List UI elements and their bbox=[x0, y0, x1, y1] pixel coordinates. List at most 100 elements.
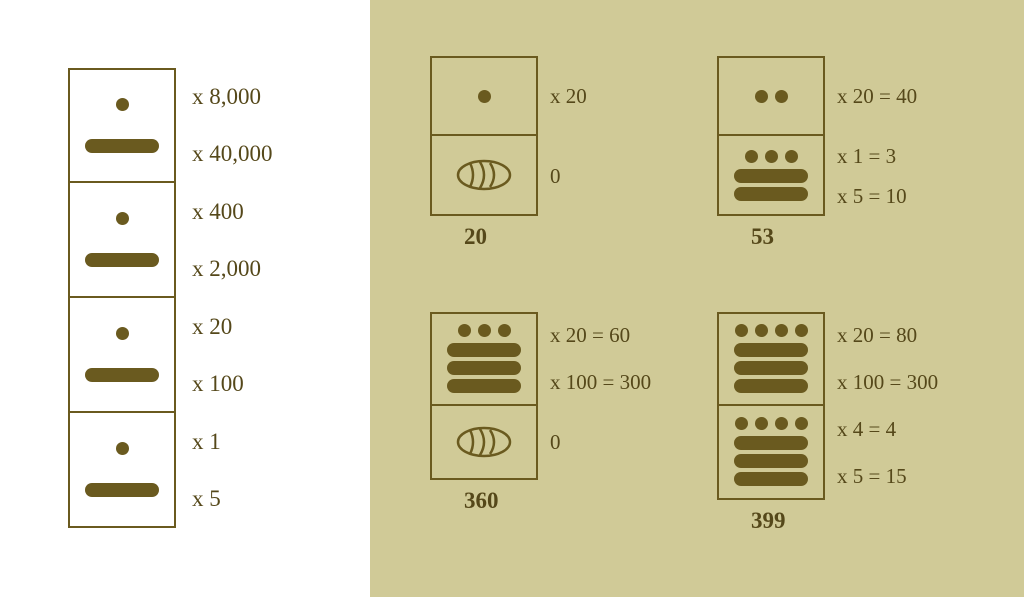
legend-labels: x 1 x 5 bbox=[192, 413, 221, 528]
glyph-labels: x 20 = 80 x 100 = 300 bbox=[837, 312, 938, 406]
glyph-label: 0 bbox=[550, 164, 561, 189]
glyph-labels: x 4 = 4 x 5 = 15 bbox=[837, 406, 907, 500]
glyph-row: x 20 bbox=[430, 56, 697, 136]
dot-icon bbox=[735, 324, 748, 337]
glyph-label: x 20 = 60 bbox=[550, 323, 651, 348]
dot-icon bbox=[755, 324, 768, 337]
glyph-cell bbox=[430, 136, 538, 216]
glyph-label: x 20 = 40 bbox=[837, 84, 917, 109]
dot-row bbox=[458, 324, 511, 337]
example-360: x 20 = 60 x 100 = 300 0 360 bbox=[430, 312, 697, 558]
bar-icon bbox=[734, 343, 808, 357]
glyph-row: x 20 = 40 bbox=[717, 56, 984, 136]
dot-icon bbox=[775, 324, 788, 337]
dot-row bbox=[478, 90, 491, 103]
legend-cell bbox=[68, 68, 176, 183]
legend-row-400: x 400 x 2,000 bbox=[68, 183, 340, 298]
glyph-label: x 100 = 300 bbox=[837, 370, 938, 395]
legend-cell bbox=[68, 183, 176, 298]
glyph-cell bbox=[717, 136, 825, 216]
dot-icon bbox=[116, 327, 129, 340]
example-stack: x 20 = 60 x 100 = 300 0 bbox=[430, 312, 697, 480]
glyph-labels: x 20 = 60 x 100 = 300 bbox=[550, 312, 651, 406]
legend-cell bbox=[68, 413, 176, 528]
dot-icon bbox=[745, 150, 758, 163]
glyph-labels: x 20 bbox=[550, 56, 587, 136]
legend-cell bbox=[68, 298, 176, 413]
dot-icon bbox=[795, 417, 808, 430]
example-total: 20 bbox=[430, 224, 697, 250]
glyph-labels: 0 bbox=[550, 136, 561, 216]
dot-row bbox=[745, 150, 798, 163]
glyph-label: x 4 = 4 bbox=[837, 417, 907, 442]
bar-value-label: x 100 bbox=[192, 371, 244, 397]
shell-icon bbox=[456, 426, 512, 458]
glyph-labels: x 20 = 40 bbox=[837, 56, 917, 136]
bar-icon bbox=[85, 483, 159, 497]
example-20: x 20 0 20 bbox=[430, 56, 697, 302]
bar-icon bbox=[734, 379, 808, 393]
dot-icon bbox=[785, 150, 798, 163]
bar-icon bbox=[734, 187, 808, 201]
glyph-label: x 20 bbox=[550, 84, 587, 109]
dot-icon bbox=[755, 417, 768, 430]
dot-value-label: x 8,000 bbox=[192, 84, 273, 110]
legend-row-20: x 20 x 100 bbox=[68, 298, 340, 413]
example-53: x 20 = 40 x 1 = 3 x 5 = 10 53 bbox=[717, 56, 984, 302]
example-total: 53 bbox=[717, 224, 984, 250]
example-total: 360 bbox=[430, 488, 697, 514]
dot-icon bbox=[775, 90, 788, 103]
dot-icon bbox=[735, 417, 748, 430]
glyph-cell bbox=[717, 56, 825, 136]
glyph-row: x 4 = 4 x 5 = 15 bbox=[717, 406, 984, 500]
example-total: 399 bbox=[717, 508, 984, 534]
dot-icon bbox=[116, 98, 129, 111]
dot-icon bbox=[116, 212, 129, 225]
dot-icon bbox=[795, 324, 808, 337]
glyph-cell bbox=[717, 406, 825, 500]
bar-icon bbox=[447, 343, 521, 357]
shell-icon bbox=[456, 159, 512, 191]
dot-icon bbox=[775, 417, 788, 430]
bar-icon bbox=[734, 472, 808, 486]
dot-icon bbox=[498, 324, 511, 337]
bar-icon bbox=[447, 379, 521, 393]
left-legend-panel: x 8,000 x 40,000 x 400 x 2,000 x 20 x 10… bbox=[0, 0, 370, 597]
bar-icon bbox=[85, 253, 159, 267]
glyph-labels: 0 bbox=[550, 406, 561, 480]
bar-icon bbox=[85, 139, 159, 153]
dot-row bbox=[755, 90, 788, 103]
glyph-cell bbox=[430, 406, 538, 480]
bar-icon bbox=[734, 361, 808, 375]
glyph-label: 0 bbox=[550, 430, 561, 455]
dot-row bbox=[735, 324, 808, 337]
glyph-label: x 5 = 15 bbox=[837, 464, 907, 489]
glyph-labels: x 1 = 3 x 5 = 10 bbox=[837, 136, 907, 216]
bar-value-label: x 5 bbox=[192, 486, 221, 512]
dot-icon bbox=[116, 442, 129, 455]
example-stack: x 20 = 40 x 1 = 3 x 5 = 10 bbox=[717, 56, 984, 216]
example-stack: x 20 0 bbox=[430, 56, 697, 216]
glyph-label: x 20 = 80 bbox=[837, 323, 938, 348]
examples-panel: x 20 0 20 x 20 = 40 x 1 = 3 x 5 = 10 53 x 20 … bbox=[370, 0, 1024, 597]
legend-row-8000: x 8,000 x 40,000 bbox=[68, 68, 340, 183]
dot-icon bbox=[765, 150, 778, 163]
example-stack: x 20 = 80 x 100 = 300 x 4 = 4 x 5 = 15 bbox=[717, 312, 984, 500]
legend-labels: x 20 x 100 bbox=[192, 298, 244, 413]
bar-value-label: x 40,000 bbox=[192, 141, 273, 167]
glyph-label: x 5 = 10 bbox=[837, 184, 907, 209]
glyph-cell bbox=[717, 312, 825, 406]
bar-icon bbox=[447, 361, 521, 375]
bar-icon bbox=[734, 454, 808, 468]
glyph-row: 0 bbox=[430, 136, 697, 216]
dot-value-label: x 1 bbox=[192, 429, 221, 455]
dot-row bbox=[735, 417, 808, 430]
glyph-label: x 100 = 300 bbox=[550, 370, 651, 395]
glyph-label: x 1 = 3 bbox=[837, 144, 907, 169]
glyph-row: x 20 = 60 x 100 = 300 bbox=[430, 312, 697, 406]
dot-icon bbox=[478, 324, 491, 337]
glyph-row: 0 bbox=[430, 406, 697, 480]
bar-icon bbox=[734, 169, 808, 183]
legend-stack: x 8,000 x 40,000 x 400 x 2,000 x 20 x 10… bbox=[68, 68, 340, 528]
glyph-row: x 1 = 3 x 5 = 10 bbox=[717, 136, 984, 216]
